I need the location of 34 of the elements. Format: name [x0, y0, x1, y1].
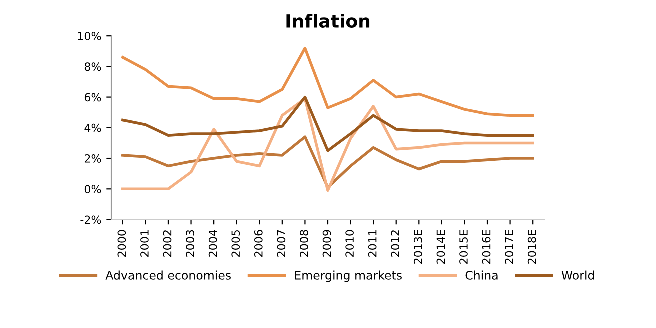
- x-tick-label: 2012: [391, 230, 400, 257]
- legend-label: World: [562, 270, 594, 280]
- line-series: [122, 96, 534, 152]
- x-tick-label: 2006: [254, 230, 263, 257]
- x-tick-label: 2015E: [460, 230, 468, 264]
- y-tick-label: 8%: [84, 62, 102, 72]
- x-tick-label: 2018E: [528, 230, 536, 264]
- y-tick-label: 4%: [84, 124, 102, 132]
- x-tick-label: 2002: [163, 230, 172, 257]
- line-series: [122, 46, 534, 118]
- x-tick-label: 2004: [208, 230, 218, 257]
- x-tick-label: 2016E: [482, 230, 491, 264]
- y-tick-label: 2%: [84, 154, 102, 163]
- x-tick-label: 2008: [300, 230, 308, 257]
- x-tick-label: 2017E: [505, 230, 514, 264]
- x-tick-label: 2014E: [436, 230, 446, 264]
- y-tick-label: 0%: [84, 185, 102, 194]
- y-tick-label: -2%: [80, 216, 102, 224]
- x-tick-label: 2009: [322, 230, 332, 257]
- legend-label: China: [466, 270, 498, 280]
- y-tick-label: 6%: [84, 93, 102, 102]
- x-tick-label: 2001: [140, 230, 149, 257]
- legend-label: Advanced economies: [106, 270, 231, 280]
- chart-title: Inflation: [286, 14, 370, 28]
- x-tick-label: 2011: [368, 230, 377, 257]
- x-tick-label: 2003: [186, 230, 194, 257]
- x-tick-label: 2000: [118, 230, 126, 257]
- x-tick-label: 2010: [346, 230, 354, 257]
- x-tick-label: 2005: [232, 230, 240, 257]
- y-tick-label: 10%: [78, 32, 102, 40]
- x-tick-label: 2013E: [414, 230, 422, 264]
- line-series: [122, 97, 534, 192]
- legend-label: Emerging markets: [295, 270, 402, 282]
- x-tick-label: 2007: [277, 230, 286, 257]
